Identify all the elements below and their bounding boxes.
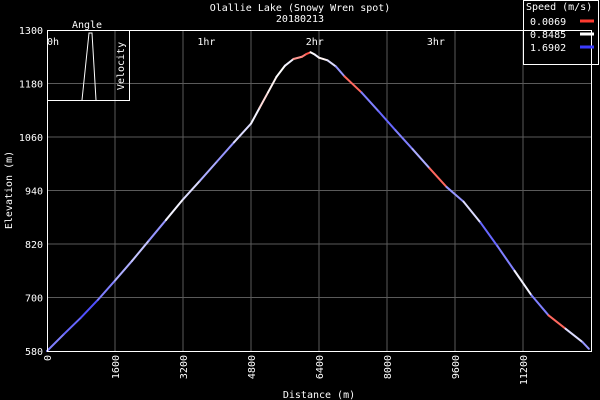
x-tick-label: 0	[43, 355, 54, 361]
inset-angle-shape	[81, 32, 97, 101]
elevation-line-segment	[258, 91, 269, 110]
elevation-line-segment	[292, 55, 303, 60]
elevation-line-segment	[335, 65, 346, 78]
elevation-line-segment	[394, 129, 414, 151]
legend: Speed (m/s) 0.0069 0.8485 1.6902	[523, 0, 599, 65]
elevation-line-segment	[131, 239, 150, 262]
elevation-line-segment	[97, 279, 116, 301]
inset-frame	[47, 30, 130, 101]
elevation-line-segment	[479, 221, 499, 248]
chart-title: Olallie Lake (Snowy Wren spot)	[210, 3, 391, 14]
elevation-line-segment	[267, 75, 278, 94]
x-tick-label: 11200	[519, 355, 530, 385]
elevation-line-segment	[547, 314, 567, 330]
time-tick-label: 3hr	[427, 37, 445, 48]
tick-labels: 0 1600 3200 4800 6400 8000 9600 11200 580 700 820 9…	[19, 26, 530, 385]
time-tick-label: 2hr	[306, 37, 324, 48]
time-tick-label: 1hr	[197, 37, 215, 48]
elevation-line-segment	[318, 56, 329, 62]
elevation-line-segment	[216, 141, 235, 163]
legend-entry-label: 1.6902	[530, 43, 566, 54]
elevation-line-segment	[462, 200, 482, 224]
elevation-line-segment	[513, 269, 533, 297]
elevation-line-segment	[165, 198, 184, 221]
elevation-line-segment	[343, 75, 363, 94]
elevation-line-segment	[114, 259, 133, 282]
elevation-line-segment	[182, 179, 201, 201]
x-axis-label: Distance (m)	[283, 390, 355, 400]
legend-entries: 0.0069 0.8485 1.6902	[530, 17, 594, 54]
x-tick-label: 9600	[451, 355, 462, 379]
inset-angle-label: Angle	[72, 20, 102, 31]
elevation-line-segment	[496, 245, 516, 272]
elevation-line-segment	[63, 316, 82, 336]
elevation-line-segment	[326, 59, 337, 68]
inset-velocity-label: Velocity	[116, 42, 127, 90]
elevation-line-segment	[530, 294, 550, 317]
elevation-line-segment	[564, 327, 584, 344]
x-tick-label: 4800	[247, 355, 258, 379]
y-axis-label: Elevation (m)	[4, 151, 15, 229]
elevation-line-segment	[284, 57, 295, 67]
legend-title: Speed (m/s)	[526, 2, 592, 13]
elevation-line-segment	[360, 91, 380, 113]
elevation-line-segment	[445, 185, 465, 203]
y-tick-label: 1060	[19, 133, 43, 144]
elevation-line-segment	[428, 167, 448, 188]
x-tick-label: 1600	[111, 355, 122, 379]
elevation-line-segment	[199, 160, 218, 182]
legend-entry-label: 0.8485	[530, 30, 566, 41]
elevation-line-segment	[233, 122, 252, 144]
time-tick-label: 0h	[47, 37, 59, 48]
elevation-line-segment	[46, 333, 65, 352]
y-tick-label: 940	[25, 187, 43, 198]
elevation-line-segment	[148, 218, 167, 242]
grid-layer	[47, 30, 591, 351]
elevation-line-segment	[411, 148, 431, 170]
elevation-line-segment	[581, 341, 590, 350]
legend-entry-label: 0.0069	[530, 17, 566, 28]
elevation-line-segment	[275, 64, 286, 78]
elevation-line-segment	[250, 107, 261, 125]
inset-panel: Angle Velocity	[47, 20, 130, 101]
elevation-line-segment	[377, 110, 397, 132]
y-tick-label: 580	[25, 347, 43, 358]
legend-frame	[523, 0, 599, 65]
y-tick-label: 820	[25, 240, 43, 251]
x-tick-label: 8000	[383, 355, 394, 379]
y-tick-label: 1180	[19, 80, 43, 91]
elevation-line-segment	[80, 298, 99, 319]
plot-frame	[47, 30, 592, 352]
x-tick-label: 6400	[315, 355, 326, 379]
x-tick-label: 3200	[179, 355, 190, 379]
y-tick-label: 700	[25, 294, 43, 305]
y-tick-label: 1300	[19, 26, 43, 37]
data-line-layer	[46, 51, 590, 352]
chart-subtitle: 20180213	[276, 14, 324, 25]
